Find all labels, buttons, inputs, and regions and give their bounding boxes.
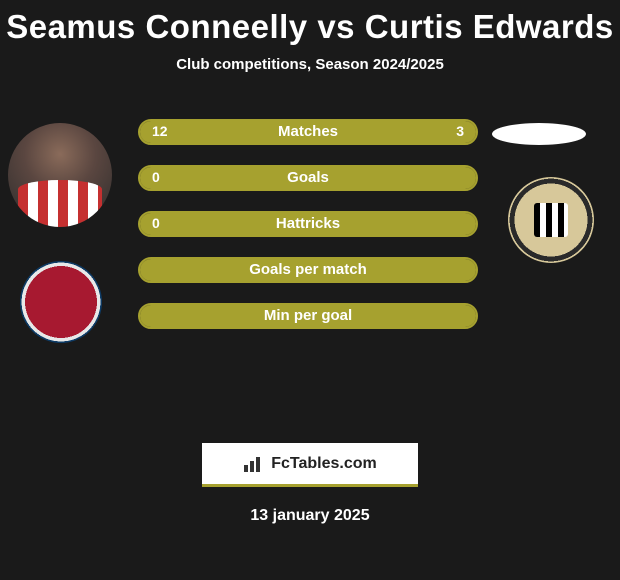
stat-bar-label: Min per goal bbox=[140, 307, 476, 324]
comparison-panel: Matches123Goals0Hattricks0Goals per matc… bbox=[0, 91, 620, 431]
snapshot-date: 13 january 2025 bbox=[0, 507, 620, 525]
club-right-crest bbox=[508, 177, 594, 263]
fctables-logo: FcTables.com bbox=[202, 443, 418, 487]
stat-bar-value-left: 0 bbox=[152, 215, 160, 231]
page-subtitle: Club competitions, Season 2024/2025 bbox=[0, 56, 620, 73]
bar-chart-icon bbox=[243, 455, 265, 473]
stat-bar-value-right: 3 bbox=[456, 123, 464, 139]
stat-bar-label: Goals per match bbox=[140, 261, 476, 278]
stat-bar: Min per goal bbox=[138, 303, 478, 329]
logo-text: FcTables.com bbox=[271, 455, 377, 473]
stat-bar: Goals per match bbox=[138, 257, 478, 283]
player-right-avatar-placeholder bbox=[492, 123, 586, 145]
club-left-crest bbox=[20, 261, 102, 343]
stat-bar: Goals0 bbox=[138, 165, 478, 191]
stat-bar-value-left: 0 bbox=[152, 169, 160, 185]
stat-bar: Hattricks0 bbox=[138, 211, 478, 237]
stat-bar-label: Goals bbox=[140, 169, 476, 186]
stat-bar-label: Matches bbox=[140, 123, 476, 140]
stat-bar: Matches12 3 bbox=[138, 119, 478, 145]
page-title: Seamus Conneelly vs Curtis Edwards bbox=[0, 0, 620, 46]
stat-bars: Matches123Goals0Hattricks0Goals per matc… bbox=[138, 119, 478, 349]
stat-bar-label: Hattricks bbox=[140, 215, 476, 232]
player-left-avatar bbox=[8, 123, 112, 227]
stat-bar-value-left: 12 bbox=[152, 123, 168, 139]
